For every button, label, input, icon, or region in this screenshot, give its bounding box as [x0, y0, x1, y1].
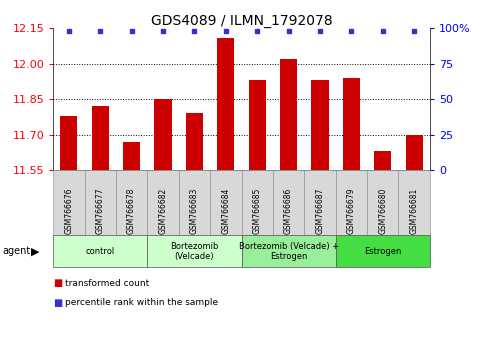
Text: control: control — [85, 247, 115, 256]
Text: transformed count: transformed count — [65, 279, 149, 288]
Text: GSM766685: GSM766685 — [253, 187, 262, 234]
Text: GSM766683: GSM766683 — [190, 187, 199, 234]
Text: Estrogen: Estrogen — [364, 247, 401, 256]
Text: ■: ■ — [53, 298, 62, 308]
Text: ■: ■ — [53, 278, 62, 288]
Text: agent: agent — [2, 246, 30, 256]
Bar — [92, 106, 109, 170]
Text: GSM766679: GSM766679 — [347, 187, 356, 234]
Text: GSM766686: GSM766686 — [284, 187, 293, 234]
Text: GSM766682: GSM766682 — [158, 187, 168, 234]
Text: GSM766678: GSM766678 — [127, 187, 136, 234]
Bar — [155, 99, 171, 170]
Text: GSM766684: GSM766684 — [221, 187, 230, 234]
Text: GSM766677: GSM766677 — [96, 187, 105, 234]
Text: GDS4089 / ILMN_1792078: GDS4089 / ILMN_1792078 — [151, 14, 332, 28]
Text: percentile rank within the sample: percentile rank within the sample — [65, 298, 218, 307]
Text: GSM766687: GSM766687 — [315, 187, 325, 234]
Bar — [60, 116, 77, 170]
Text: GSM766676: GSM766676 — [64, 187, 73, 234]
Bar — [312, 80, 328, 170]
Bar — [406, 135, 423, 170]
Text: GSM766681: GSM766681 — [410, 187, 419, 234]
Text: Bortezomib
(Velcade): Bortezomib (Velcade) — [170, 242, 219, 261]
Bar — [217, 38, 234, 170]
Bar — [123, 142, 140, 170]
Text: Bortezomib (Velcade) +
Estrogen: Bortezomib (Velcade) + Estrogen — [239, 242, 339, 261]
Text: GSM766680: GSM766680 — [378, 187, 387, 234]
Text: ▶: ▶ — [30, 246, 39, 256]
Bar — [186, 113, 203, 170]
Bar — [374, 151, 391, 170]
Bar — [343, 78, 360, 170]
Bar — [249, 80, 266, 170]
Bar — [280, 59, 297, 170]
